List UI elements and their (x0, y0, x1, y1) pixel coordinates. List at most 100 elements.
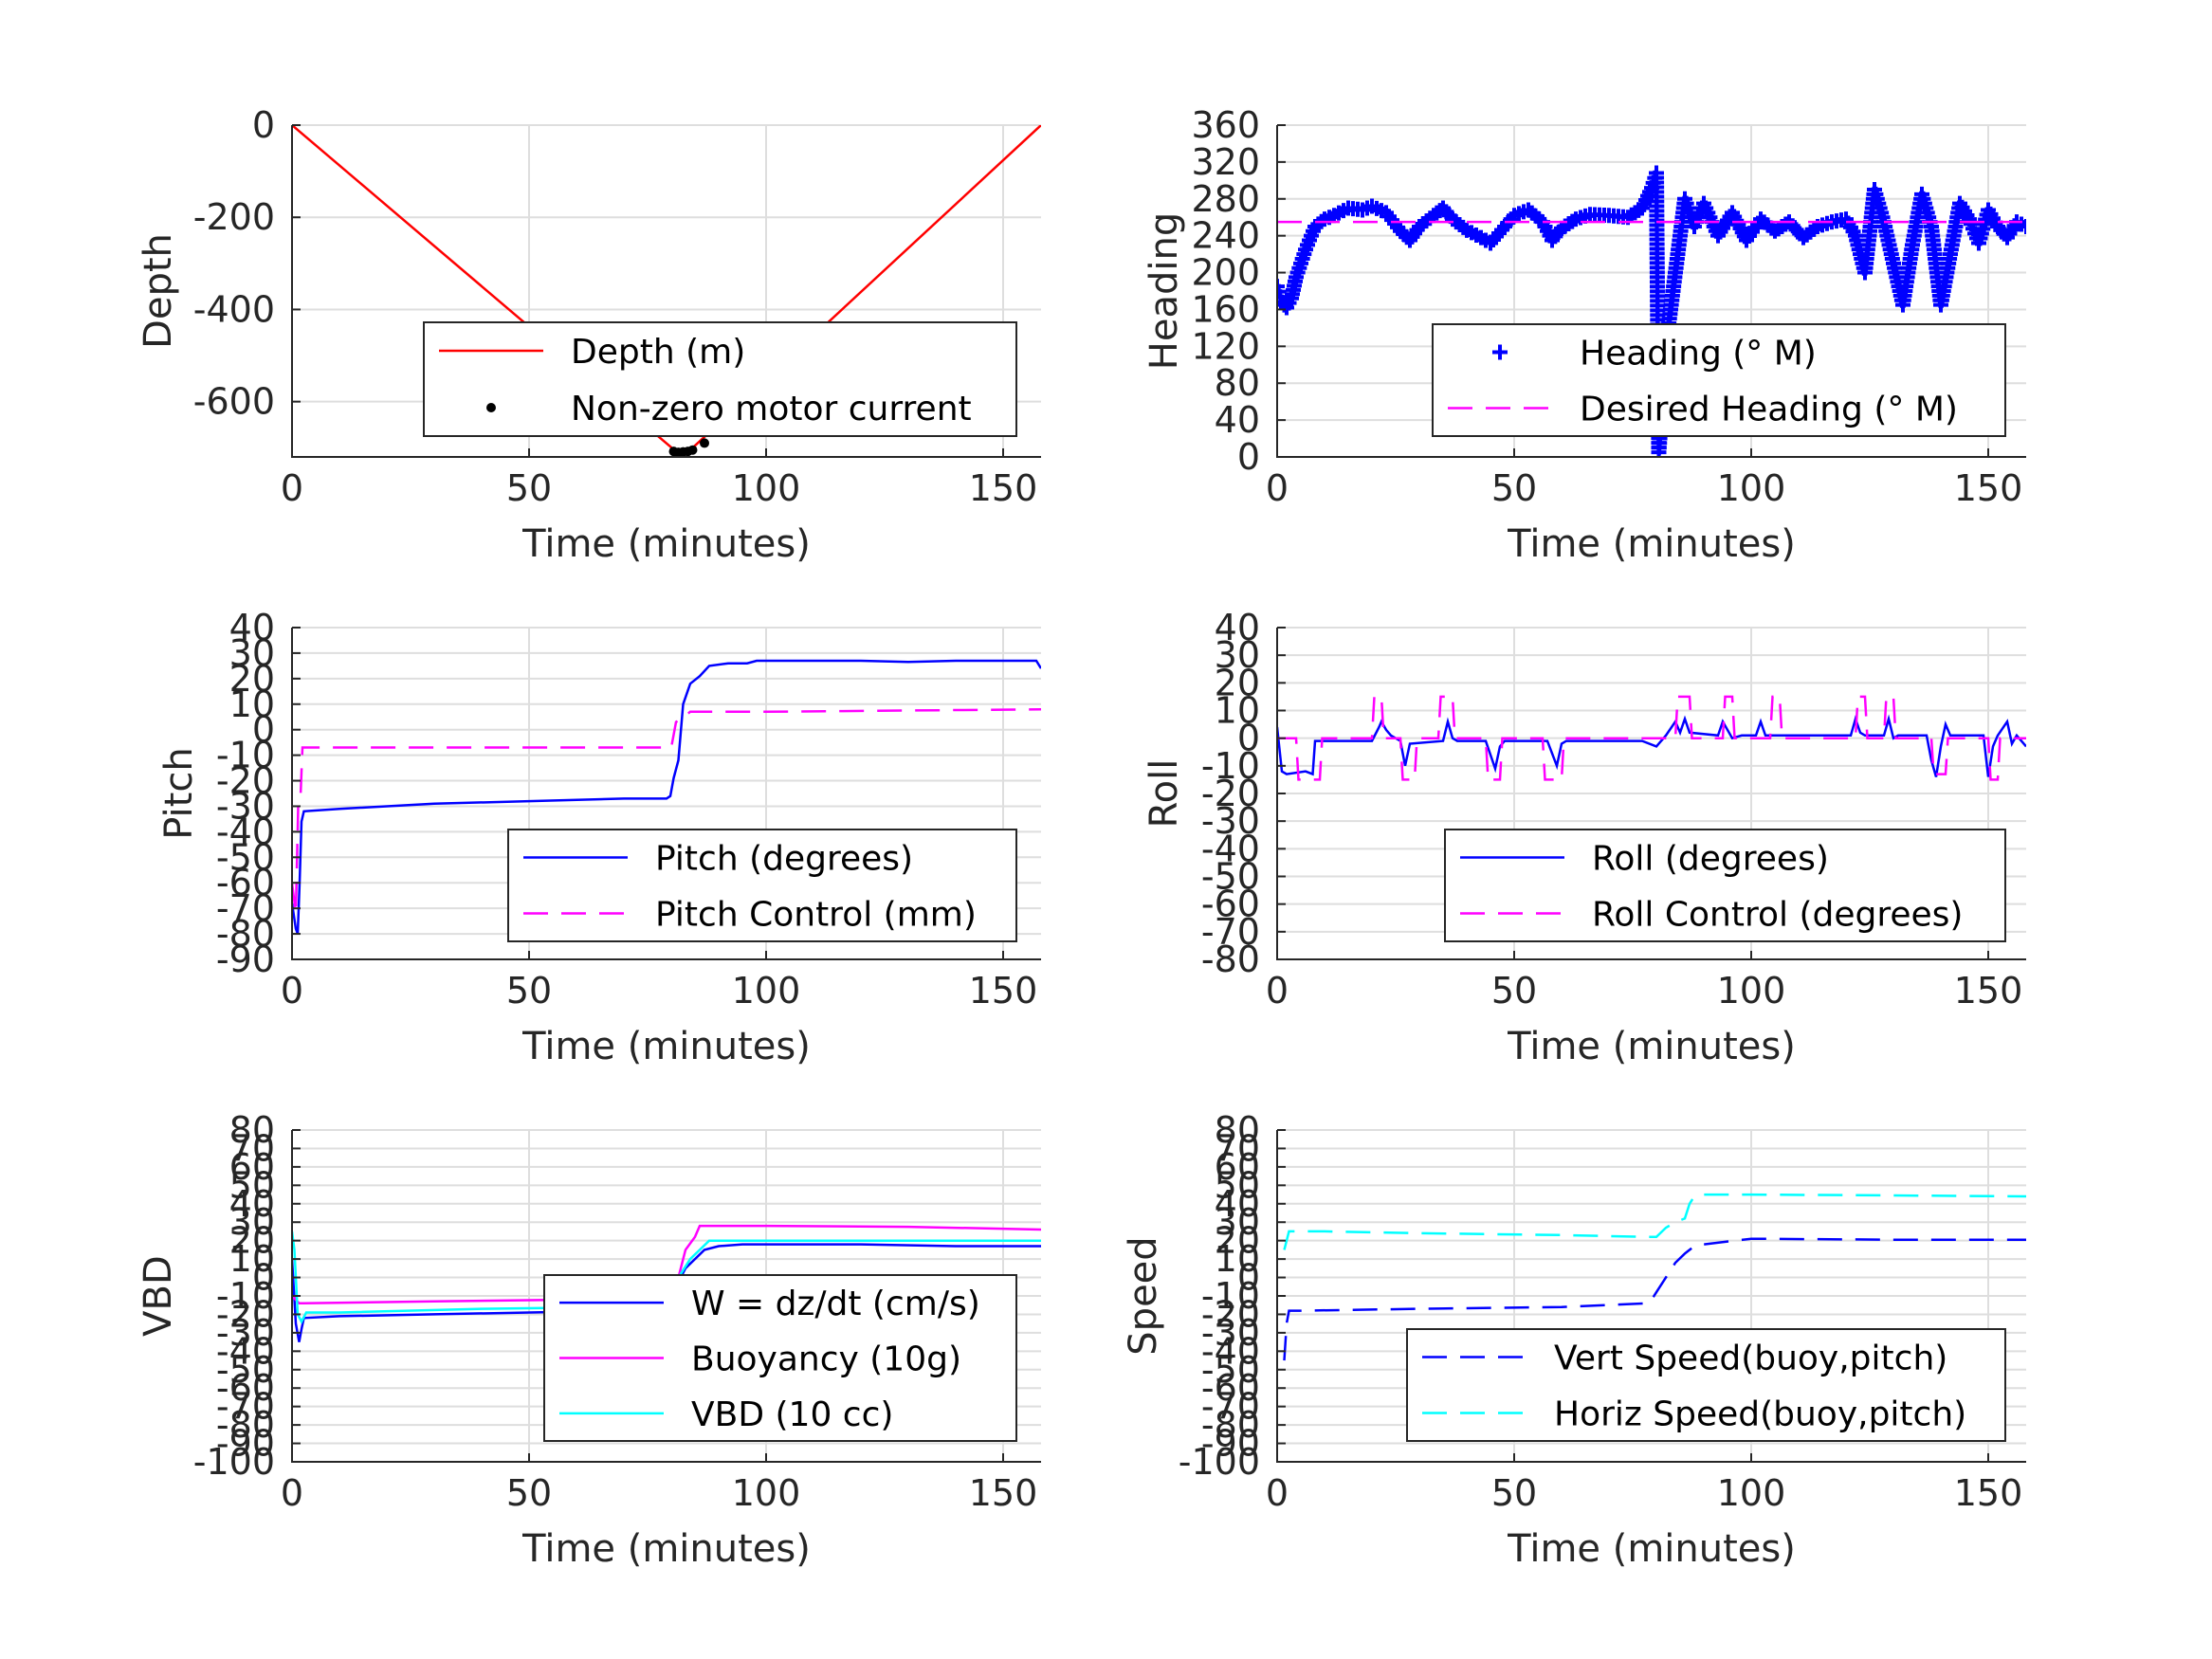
pitch-xlabel: Time (minutes) (521, 1025, 811, 1068)
depth-xtick-label: 50 (506, 467, 552, 509)
pitch-ytick-label: -10 (216, 735, 275, 776)
roll-ytick-label: -60 (1201, 884, 1260, 925)
roll-ytick-label: 20 (1215, 662, 1260, 703)
heading-series-0-marker (2014, 216, 2026, 232)
roll-ytick-label: -80 (1201, 939, 1260, 980)
roll-legend-label: Roll Control (degrees) (1592, 896, 1963, 935)
depth-series-1-point (687, 445, 698, 455)
speed-ytick-label: 60 (1215, 1146, 1260, 1188)
heading-legend-box (1432, 323, 2006, 437)
speed-ytick-label: 50 (1215, 1164, 1260, 1206)
depth-ytick-label: -600 (193, 381, 275, 423)
heading-ytick-label: 280 (1191, 178, 1260, 220)
heading-ytick-label: 80 (1215, 362, 1260, 404)
vbd-ytick-label: -70 (216, 1386, 275, 1428)
pitch-ytick-label: -50 (216, 836, 275, 878)
speed-axes: 0 50 100 15080706050403020100-10-20-30-40-5… (1122, 1109, 2026, 1571)
vbd-legend: W = dz/dt (cm/s) Buoyancy (10g) VBD (10 cc… (543, 1274, 1017, 1442)
roll-ytick-label: 30 (1215, 634, 1260, 676)
depth-legend-marker (486, 403, 496, 412)
heading-xtick-label: 100 (1717, 467, 1786, 509)
heading-ytick-label: 360 (1191, 104, 1260, 146)
roll-series-0-line (1277, 714, 2026, 777)
heading-xtick-label: 0 (1266, 467, 1289, 509)
speed-ylabel: Speed (1122, 1236, 1165, 1355)
vbd-ytick-label: 10 (229, 1238, 275, 1280)
vbd-ytick-label: -40 (216, 1330, 275, 1372)
roll-ytick-label: -40 (1201, 828, 1260, 869)
pitch-series-0-line (292, 659, 1041, 935)
vbd-ytick-label: 80 (229, 1109, 275, 1151)
pitch-series-1-line (292, 707, 1041, 914)
roll-ytick-label: 40 (1215, 607, 1260, 648)
speed-legend-box (1406, 1328, 2006, 1442)
vbd-ytick-label: -50 (216, 1349, 275, 1391)
speed-legend: Vert Speed(buoy,pitch) Horiz Speed(buoy,p… (1406, 1328, 2006, 1442)
pitch-plot-area (292, 659, 1041, 935)
speed-series-0-line (1283, 1237, 2026, 1361)
speed-ytick-label: 80 (1215, 1109, 1260, 1151)
heading-ytick-label: 200 (1191, 252, 1260, 294)
pitch-ylabel: Pitch (157, 747, 201, 839)
pitch-legend-box (507, 829, 1017, 942)
vbd-ytick-label: 30 (229, 1201, 275, 1243)
roll-xlabel: Time (minutes) (1507, 1025, 1796, 1068)
roll-ytick-label: -20 (1201, 773, 1260, 814)
roll-ytick-label: 10 (1215, 690, 1260, 732)
speed-series-1-line (1283, 1193, 2026, 1250)
depth-xtick-label: 150 (969, 467, 1038, 509)
heading-legend: Heading (° M) Desired Heading (° M) (1432, 323, 2006, 437)
vbd-ytick-label: 40 (229, 1183, 275, 1225)
speed-legend-label: Vert Speed(buoy,pitch) (1554, 1340, 1947, 1378)
roll-xtick-label: 50 (1491, 970, 1537, 1012)
pitch-legend-label: Pitch (degrees) (655, 840, 913, 879)
depth-series-1-point (700, 438, 709, 448)
depth-ytick-label: 0 (252, 104, 275, 146)
roll-legend-label: Roll (degrees) (1592, 840, 1829, 879)
pitch-ytick-label: -90 (216, 939, 275, 980)
pitch-ytick-label: 40 (229, 607, 275, 648)
pitch-axes: 0 50 100 150403020100-10-20-30-40-50-60-70-… (157, 607, 1041, 1068)
pitch-ytick-label: -60 (216, 862, 275, 903)
speed-ytick-label: -10 (1201, 1275, 1260, 1317)
heading-legend-label: Desired Heading (° M) (1580, 391, 1958, 429)
heading-xlabel: Time (minutes) (1507, 522, 1796, 566)
pitch-xtick-label: 150 (969, 970, 1038, 1012)
pitch-legend-label: Pitch Control (mm) (655, 896, 977, 935)
pitch-ytick-label: -80 (216, 913, 275, 955)
depth-legend-label: Depth (m) (571, 333, 745, 372)
roll-plot-area (1277, 695, 2026, 781)
heading-ytick-label: 320 (1191, 141, 1260, 183)
pitch-ytick-label: -30 (216, 785, 275, 827)
depth-xlabel: Time (minutes) (521, 522, 811, 566)
depth-xtick-label: 0 (281, 467, 303, 509)
depth-ytick-label: -200 (193, 196, 275, 238)
heading-series-0-marker (2019, 218, 2026, 234)
depth-legend-box (423, 321, 1017, 437)
roll-ytick-label: -10 (1201, 745, 1260, 787)
vbd-axes: 0 50 100 15080706050403020100-10-20-30-40-5… (137, 1109, 1041, 1571)
speed-ytick-label: -70 (1201, 1386, 1260, 1428)
speed-ytick-label: -20 (1201, 1293, 1260, 1335)
roll-ytick-label: -50 (1201, 856, 1260, 898)
depth-legend-label: Non-zero motor current (571, 390, 972, 428)
speed-ytick-label: 0 (1237, 1257, 1260, 1299)
heading-ytick-label: 0 (1237, 436, 1260, 478)
vbd-xtick-label: 0 (281, 1472, 303, 1514)
heading-xtick-label: 150 (1954, 467, 2023, 509)
roll-xtick-label: 0 (1266, 970, 1289, 1012)
vbd-ytick-label: 50 (229, 1164, 275, 1206)
roll-legend: Roll (degrees) Roll Control (degrees) (1444, 829, 2006, 942)
heading-ytick-label: 40 (1215, 399, 1260, 441)
heading-xtick-label: 50 (1491, 467, 1537, 509)
heading-legend-marker (1492, 344, 1508, 360)
vbd-ytick-label: -80 (216, 1404, 275, 1446)
pitch-ytick-label: -70 (216, 887, 275, 929)
roll-ytick-label: -70 (1201, 911, 1260, 953)
speed-ytick-label: -100 (1179, 1441, 1260, 1483)
speed-xtick-label: 150 (1954, 1472, 2023, 1514)
pitch-ytick-label: 20 (229, 658, 275, 700)
roll-xtick-label: 100 (1717, 970, 1786, 1012)
